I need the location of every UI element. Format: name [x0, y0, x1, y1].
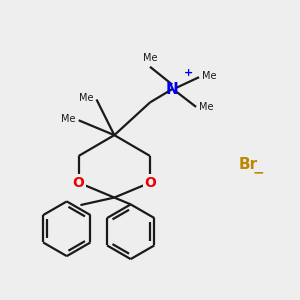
Text: Me: Me — [79, 93, 94, 103]
Text: O: O — [144, 176, 156, 190]
Text: Me: Me — [202, 71, 217, 81]
Text: Me: Me — [199, 102, 214, 112]
Text: N: N — [166, 82, 179, 97]
Text: Me: Me — [143, 53, 157, 63]
Text: O: O — [73, 176, 85, 190]
Text: −: − — [253, 165, 264, 179]
Text: Me: Me — [61, 114, 76, 124]
Text: Br: Br — [238, 158, 258, 172]
Text: +: + — [184, 68, 193, 78]
